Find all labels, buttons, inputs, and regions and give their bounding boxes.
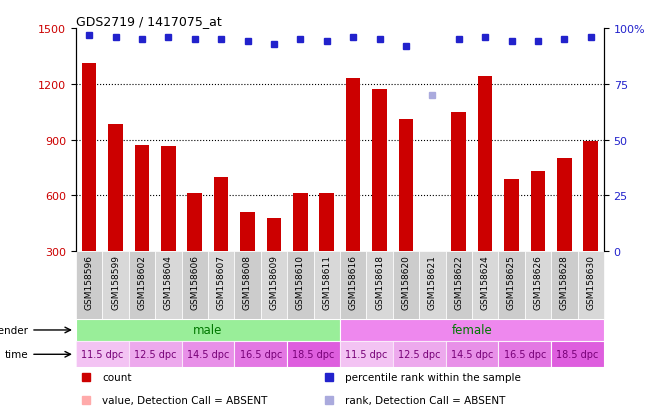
Text: 18.5 dpc: 18.5 dpc xyxy=(556,349,599,359)
Bar xyxy=(346,79,360,252)
Bar xyxy=(314,252,340,319)
Bar xyxy=(293,194,308,252)
Bar xyxy=(129,252,155,319)
Bar xyxy=(287,252,314,319)
Text: GSM158630: GSM158630 xyxy=(586,255,595,310)
Bar xyxy=(161,147,176,252)
Bar xyxy=(234,341,287,368)
Text: GSM158602: GSM158602 xyxy=(137,255,147,310)
Text: 11.5 dpc: 11.5 dpc xyxy=(345,349,387,359)
Bar xyxy=(340,319,604,341)
Bar xyxy=(155,252,182,319)
Text: GSM158610: GSM158610 xyxy=(296,255,305,310)
Bar xyxy=(287,341,340,368)
Bar xyxy=(478,77,492,252)
Bar xyxy=(504,179,519,252)
Text: percentile rank within the sample: percentile rank within the sample xyxy=(345,372,521,382)
Text: GSM158599: GSM158599 xyxy=(111,255,120,310)
Text: time: time xyxy=(5,349,28,359)
Bar xyxy=(267,218,281,252)
Bar xyxy=(182,252,208,319)
Bar xyxy=(419,252,446,319)
Text: GSM158606: GSM158606 xyxy=(190,255,199,310)
Bar xyxy=(498,252,525,319)
Text: GSM158596: GSM158596 xyxy=(84,255,94,310)
Bar xyxy=(261,252,287,319)
Text: GSM158625: GSM158625 xyxy=(507,255,516,310)
Bar xyxy=(498,341,551,368)
Text: 14.5 dpc: 14.5 dpc xyxy=(451,349,493,359)
Bar xyxy=(446,252,472,319)
Text: 14.5 dpc: 14.5 dpc xyxy=(187,349,229,359)
Text: GSM158616: GSM158616 xyxy=(348,255,358,310)
Text: GSM158604: GSM158604 xyxy=(164,255,173,310)
Bar xyxy=(451,112,466,252)
Text: 12.5 dpc: 12.5 dpc xyxy=(134,349,176,359)
Bar xyxy=(525,252,551,319)
Text: 18.5 dpc: 18.5 dpc xyxy=(292,349,335,359)
Bar xyxy=(340,252,366,319)
Text: GSM158626: GSM158626 xyxy=(533,255,543,310)
Text: count: count xyxy=(102,372,132,382)
Text: GSM158624: GSM158624 xyxy=(480,255,490,309)
Bar xyxy=(102,252,129,319)
Bar xyxy=(399,120,413,252)
Bar xyxy=(319,194,334,252)
Bar xyxy=(531,172,545,252)
Bar xyxy=(551,252,578,319)
Bar xyxy=(393,252,419,319)
Bar xyxy=(208,252,234,319)
Text: male: male xyxy=(193,324,222,337)
Bar xyxy=(82,64,96,252)
Bar xyxy=(557,159,572,252)
Text: 11.5 dpc: 11.5 dpc xyxy=(81,349,123,359)
Text: GSM158607: GSM158607 xyxy=(216,255,226,310)
Bar xyxy=(393,341,446,368)
Bar xyxy=(578,252,604,319)
Bar xyxy=(240,213,255,252)
Bar xyxy=(182,341,234,368)
Text: rank, Detection Call = ABSENT: rank, Detection Call = ABSENT xyxy=(345,395,506,405)
Text: GSM158618: GSM158618 xyxy=(375,255,384,310)
Bar xyxy=(472,252,498,319)
Text: gender: gender xyxy=(0,325,28,335)
Bar xyxy=(76,252,102,319)
Bar xyxy=(234,252,261,319)
Text: GSM158621: GSM158621 xyxy=(428,255,437,310)
Bar xyxy=(551,341,604,368)
Bar xyxy=(108,124,123,252)
Bar xyxy=(583,142,598,252)
Text: GDS2719 / 1417075_at: GDS2719 / 1417075_at xyxy=(76,15,222,28)
Text: GSM158628: GSM158628 xyxy=(560,255,569,310)
Text: 16.5 dpc: 16.5 dpc xyxy=(504,349,546,359)
Bar xyxy=(340,341,393,368)
Bar xyxy=(135,145,149,252)
Text: GSM158620: GSM158620 xyxy=(401,255,411,310)
Text: female: female xyxy=(451,324,492,337)
Bar xyxy=(214,177,228,252)
Bar xyxy=(446,341,498,368)
Bar xyxy=(76,341,129,368)
Text: value, Detection Call = ABSENT: value, Detection Call = ABSENT xyxy=(102,395,268,405)
Text: GSM158611: GSM158611 xyxy=(322,255,331,310)
Bar xyxy=(372,90,387,252)
Text: 12.5 dpc: 12.5 dpc xyxy=(398,349,440,359)
Bar xyxy=(187,194,202,252)
Text: GSM158609: GSM158609 xyxy=(269,255,279,310)
Bar xyxy=(366,252,393,319)
Text: GSM158622: GSM158622 xyxy=(454,255,463,309)
Text: 16.5 dpc: 16.5 dpc xyxy=(240,349,282,359)
Bar xyxy=(76,319,340,341)
Bar xyxy=(129,341,182,368)
Text: GSM158608: GSM158608 xyxy=(243,255,252,310)
